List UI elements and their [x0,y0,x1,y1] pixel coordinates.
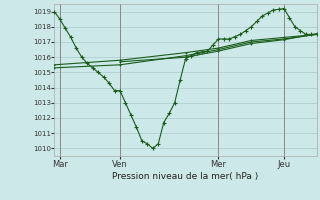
X-axis label: Pression niveau de la mer( hPa ): Pression niveau de la mer( hPa ) [112,172,259,181]
